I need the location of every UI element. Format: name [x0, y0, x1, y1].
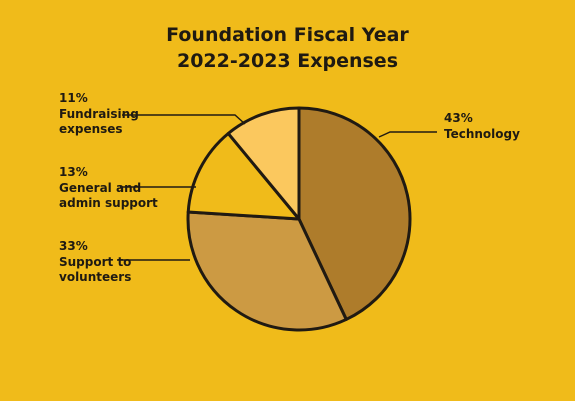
label-general-admin-name-line-2: admin support	[59, 196, 158, 210]
label-fundraising-name-line-1: Fundraising	[59, 106, 139, 121]
slice-fundraising	[226, 106, 301, 221]
chart-title: Foundation Fiscal Year 2022-2023 Expense…	[0, 22, 575, 74]
label-technology-name: Technology	[444, 126, 520, 141]
slice-technology	[297, 106, 412, 321]
label-general-admin-name-line-1: General and	[59, 180, 142, 195]
leader-fundraising	[122, 114, 246, 125]
label-fundraising-percent: 11%	[59, 91, 88, 105]
label-support-volunteers: 33% Support to volunteers	[59, 239, 131, 286]
label-fundraising-name-line-2: expenses	[59, 122, 123, 136]
label-support-volunteers-name-line-1: Support to	[59, 254, 132, 269]
label-technology-percent: 43%	[444, 111, 473, 125]
label-fundraising: 11% Fundraising expenses	[59, 91, 139, 138]
label-support-volunteers-percent: 33%	[59, 239, 88, 253]
chart-title-line-2: 2022-2023 Expenses	[176, 50, 398, 72]
chart-title-line-1: Foundation Fiscal Year	[166, 24, 409, 46]
label-general-admin-percent: 13%	[59, 165, 88, 179]
leader-technology	[378, 131, 437, 138]
label-general-admin: 13% General and admin support	[59, 165, 158, 212]
label-technology: 43% Technology	[444, 111, 520, 142]
slice-support-volunteers	[186, 210, 348, 332]
label-support-volunteers-name-line-2: volunteers	[59, 270, 132, 284]
slice-general-admin	[186, 131, 301, 221]
